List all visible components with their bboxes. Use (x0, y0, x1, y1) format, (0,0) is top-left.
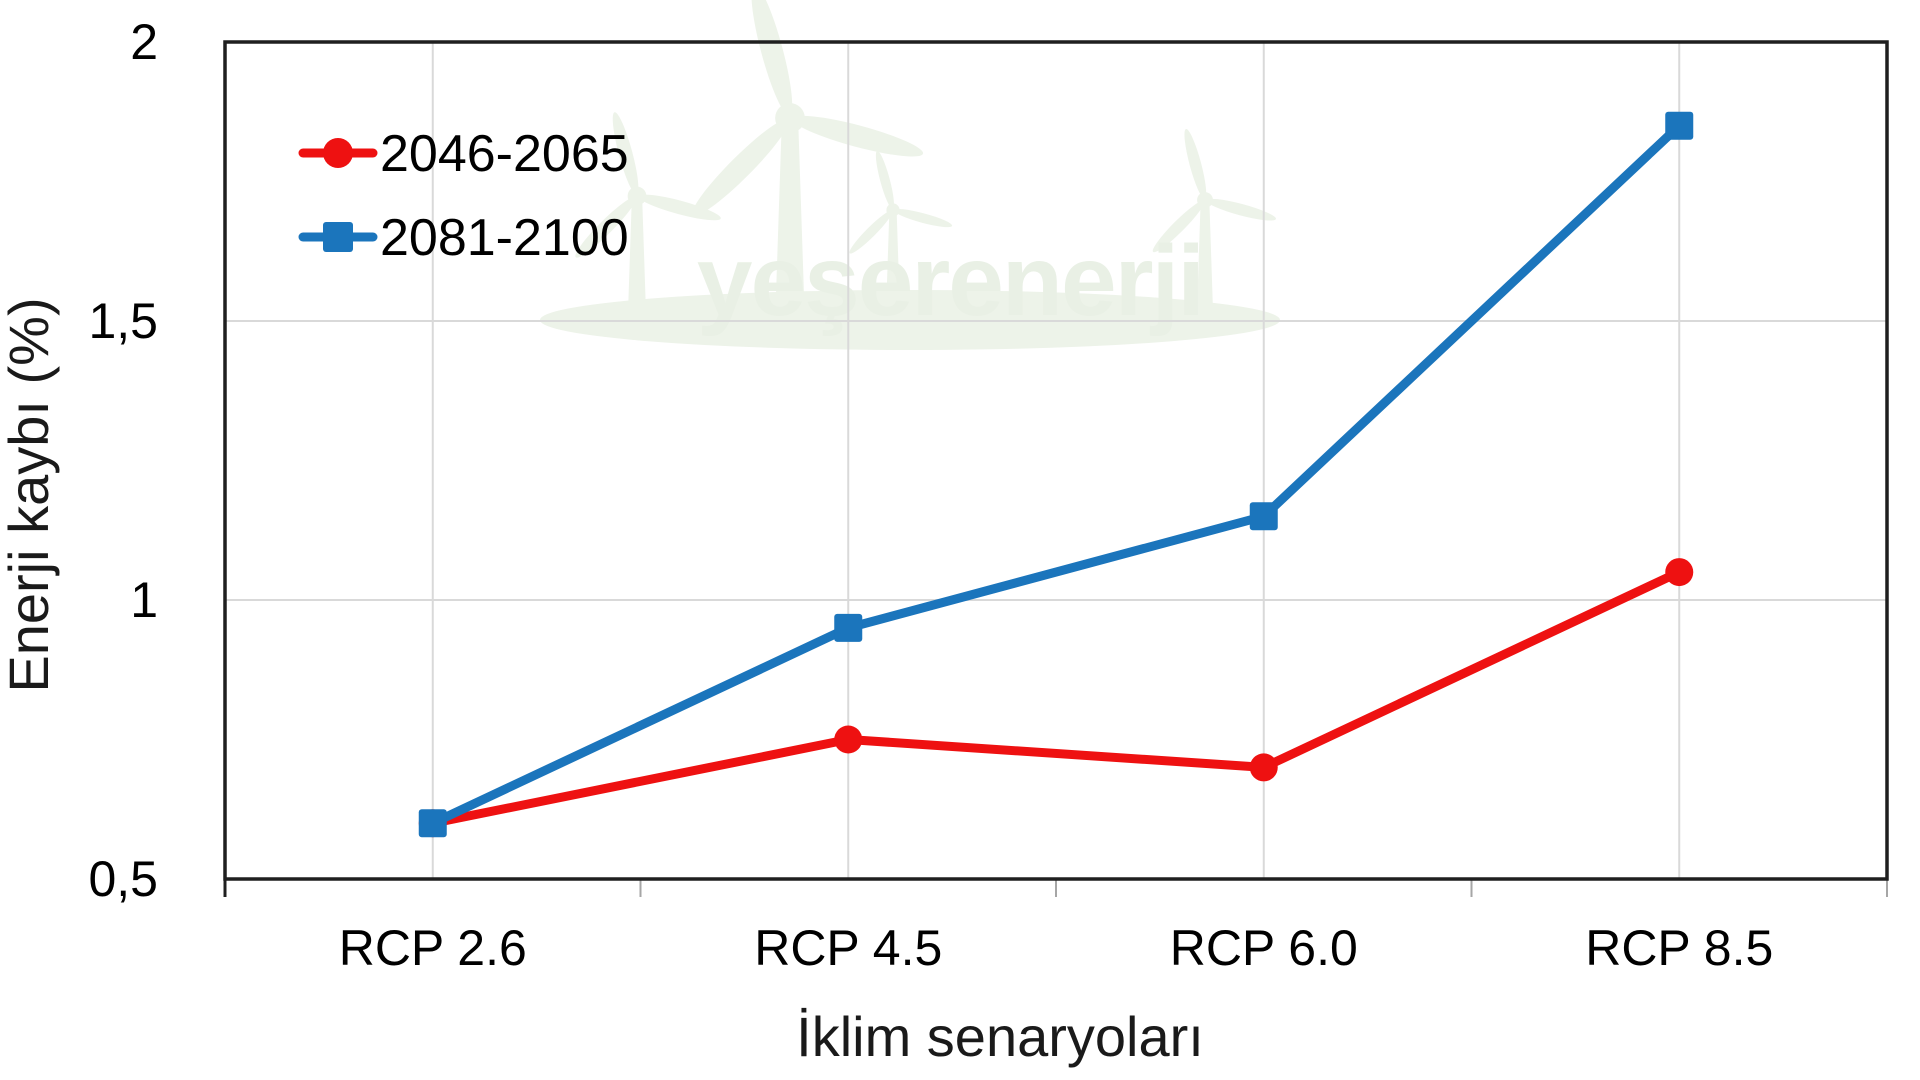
data-point-square (834, 613, 863, 642)
turbine-blade (849, 210, 893, 254)
turbine-blade (692, 119, 789, 216)
legend-label: 2046-2065 (380, 125, 629, 183)
turbine-tower (627, 196, 647, 324)
legend-marker-square (323, 222, 353, 252)
y-tick-labels: 0,5 1 1,5 2 (88, 14, 158, 907)
turbine-blade (638, 194, 721, 221)
turbine-blade (1206, 198, 1276, 221)
legend-label: 2081-2100 (380, 209, 629, 267)
turbine-blade (612, 112, 639, 195)
turbine-blade (1184, 129, 1207, 199)
x-tick-labels: RCP 2.6 RCP 4.5 RCP 6.0 RCP 8.5 (339, 920, 1774, 976)
turbine-blade (894, 209, 953, 228)
wind-turbine-icon-group (540, 0, 1280, 350)
turbine-blade-shape (1184, 129, 1207, 199)
turbine-tower (886, 210, 900, 300)
turbine-blade (792, 115, 924, 157)
watermark-text: yeşerenerji (697, 225, 1203, 337)
x-tick-label: RCP 2.6 (339, 920, 527, 976)
turbine-blade-shape (612, 112, 639, 195)
x-tick-label: RCP 6.0 (1170, 920, 1358, 976)
x-tick-label: RCP 4.5 (754, 920, 942, 976)
turbine-tower (1197, 200, 1213, 308)
turbine-blade-shape (792, 115, 924, 157)
data-point-circle (1665, 558, 1694, 587)
x-tick-label: RCP 8.5 (1585, 920, 1773, 976)
wind-turbine-icon (849, 150, 953, 300)
watermark: yeşerenerji (540, 0, 1280, 350)
turbine-blade-shape (1152, 200, 1205, 253)
data-point-square (1249, 502, 1278, 531)
y-tick-label: 1 (130, 572, 158, 628)
axis-ticks (223, 879, 1888, 897)
legend: 2046-2065 2081-2100 (298, 125, 629, 267)
turbine-blade-shape (638, 194, 721, 221)
turbine-hub (775, 103, 805, 133)
y-tick-label: 1,5 (88, 293, 158, 349)
data-point-circle (1249, 753, 1278, 782)
turbine-blade (875, 150, 894, 209)
x-axis-title: İklim senaryoları (796, 1005, 1204, 1068)
data-series (418, 111, 1694, 838)
plot-border (223, 40, 1889, 881)
wind-turbine-icon (1152, 129, 1276, 308)
turbine-blade (751, 0, 793, 116)
data-point-circle (834, 725, 863, 754)
legend-item: 2046-2065 (298, 125, 629, 183)
legend-item: 2081-2100 (298, 209, 629, 267)
y-axis-title: Enerji kaybı (%) (0, 297, 60, 692)
turbine-blade-shape (849, 210, 893, 254)
turbine-blade-shape (1206, 198, 1276, 221)
wind-turbine-icon (692, 0, 924, 321)
turbine-blade-shape (875, 150, 894, 209)
y-tick-label: 2 (130, 14, 158, 70)
turbine-hub (886, 203, 900, 217)
turbine-blade-shape (692, 119, 789, 216)
y-tick-label: 0,5 (88, 851, 158, 907)
wind-turbine-icon (575, 112, 721, 324)
turbine-hub (627, 186, 647, 206)
turbine-blade-shape (894, 209, 953, 228)
series-line-2046-2065 (428, 567, 1684, 828)
turbine-tower (775, 118, 805, 321)
series-line-2081-2100 (428, 121, 1684, 828)
turbine-blade (1152, 200, 1205, 253)
gridlines (225, 42, 1887, 879)
legend-marker-circle (323, 138, 353, 168)
turbine-blade-shape (575, 196, 637, 258)
data-point-square (418, 809, 447, 838)
turbine-blade-shape (751, 0, 793, 116)
turbine-hub (1197, 192, 1213, 208)
turbine-blade (575, 196, 637, 258)
data-point-square (1665, 111, 1694, 140)
